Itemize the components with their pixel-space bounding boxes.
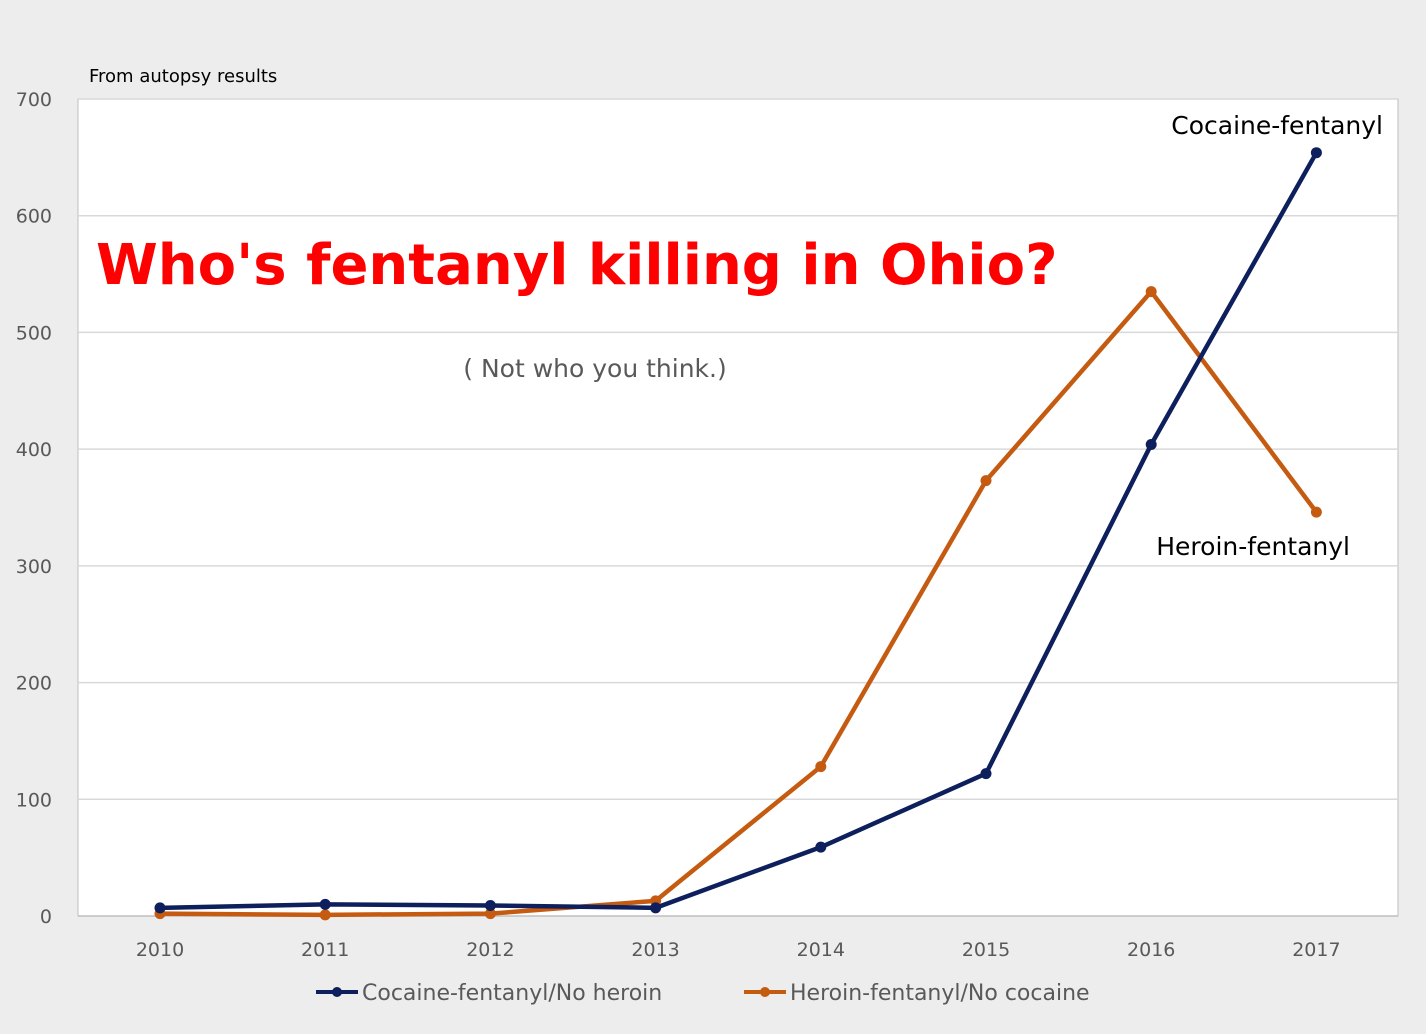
legend: Cocaine-fentanyl/No heroin Heroin-fentan… bbox=[316, 981, 1090, 1006]
data-point bbox=[980, 768, 992, 780]
data-point bbox=[484, 908, 496, 920]
series-cocaine-fentanyl bbox=[154, 147, 1322, 914]
data-point bbox=[815, 761, 827, 773]
legend-marker-heroin bbox=[760, 987, 770, 997]
data-point bbox=[815, 841, 827, 853]
series-lines bbox=[154, 147, 1322, 921]
data-point bbox=[484, 899, 496, 911]
x-tick-label: 2017 bbox=[1292, 939, 1340, 961]
annotation-heroin-fentanyl: Heroin-fentanyl bbox=[1156, 532, 1350, 561]
y-tick-label: 0 bbox=[40, 906, 52, 928]
x-tick-label: 2011 bbox=[301, 939, 349, 961]
x-tick-label: 2014 bbox=[797, 939, 845, 961]
source-note: From autopsy results bbox=[89, 66, 277, 87]
data-point bbox=[319, 909, 331, 921]
gridlines bbox=[78, 98, 1398, 801]
y-tick-label: 300 bbox=[16, 556, 52, 578]
data-point bbox=[1145, 286, 1157, 298]
chart-title: Who's fentanyl killing in Ohio? bbox=[96, 233, 1058, 298]
data-point bbox=[319, 898, 331, 910]
data-point bbox=[154, 902, 166, 914]
x-tick-label: 2010 bbox=[136, 939, 184, 961]
y-tick-label: 600 bbox=[16, 206, 52, 228]
legend-marker-cocaine bbox=[332, 987, 342, 997]
y-axis-ticks: 0 100 200 300 400 500 600 700 bbox=[16, 89, 52, 928]
plot-area bbox=[77, 98, 1399, 917]
series-heroin-fentanyl bbox=[154, 286, 1322, 921]
y-tick-label: 100 bbox=[16, 789, 52, 811]
series-line bbox=[157, 289, 1319, 918]
data-point bbox=[980, 475, 992, 487]
data-point bbox=[1310, 506, 1322, 518]
x-tick-label: 2015 bbox=[962, 939, 1010, 961]
annotation-cocaine-fentanyl: Cocaine-fentanyl bbox=[1171, 111, 1383, 140]
legend-label-cocaine: Cocaine-fentanyl/No heroin bbox=[362, 981, 662, 1006]
data-point bbox=[650, 902, 662, 914]
data-point bbox=[1310, 147, 1322, 159]
y-tick-label: 200 bbox=[16, 673, 52, 695]
x-axis-ticks: 2010 2011 2012 2013 2014 2015 2016 2017 bbox=[136, 939, 1341, 961]
x-tick-label: 2016 bbox=[1127, 939, 1175, 961]
x-tick-label: 2013 bbox=[631, 939, 679, 961]
chart-subtitle: ( Not who you think.) bbox=[463, 354, 726, 383]
y-tick-label: 500 bbox=[16, 322, 52, 344]
legend-label-heroin: Heroin-fentanyl/No cocaine bbox=[790, 981, 1090, 1006]
x-tick-label: 2012 bbox=[466, 939, 514, 961]
y-tick-label: 400 bbox=[16, 439, 52, 461]
data-point bbox=[1145, 438, 1157, 450]
series-line bbox=[157, 150, 1319, 911]
y-tick-label: 700 bbox=[16, 89, 52, 111]
